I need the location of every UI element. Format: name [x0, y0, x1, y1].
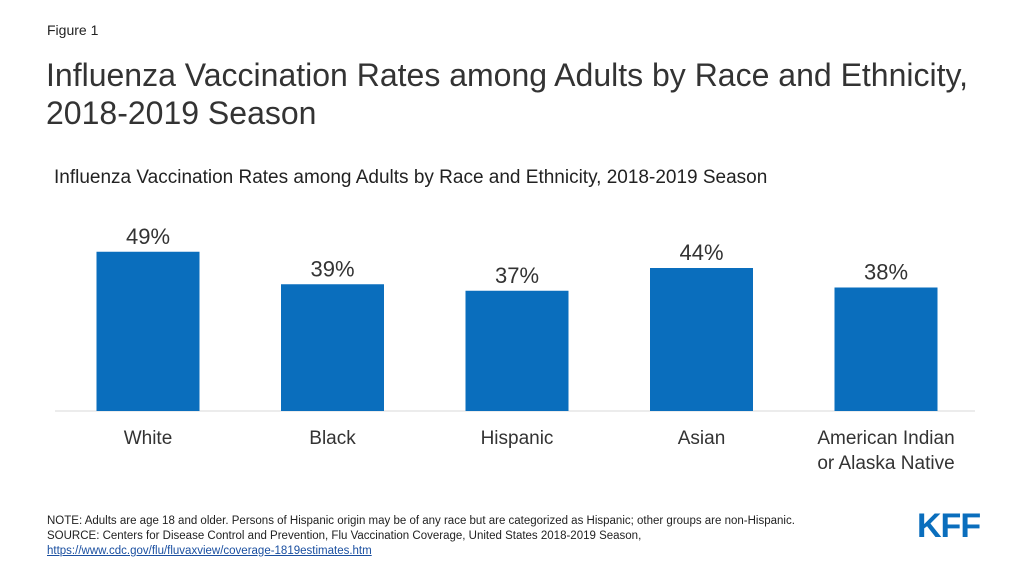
category-label: White [124, 428, 173, 449]
category-label: American Indian or Alaska Native [817, 428, 954, 474]
bar-american-indian-or-alaska-native [834, 287, 938, 411]
category-label: Hispanic [481, 428, 554, 449]
figure-label: Figure 1 [47, 22, 99, 38]
source-link[interactable]: https://www.cdc.gov/flu/fluvaxview/cover… [47, 545, 372, 557]
note-text: NOTE: Adults are age 18 and older. Perso… [47, 515, 795, 527]
data-label: 37% [495, 263, 539, 288]
page-title: Influenza Vaccination Rates among Adults… [46, 57, 969, 131]
bar-black [281, 284, 384, 411]
category-label: Black [309, 428, 356, 449]
data-label: 49% [126, 224, 170, 249]
data-label: 38% [864, 260, 908, 285]
data-label: 44% [679, 240, 723, 265]
category-label: Asian [678, 428, 726, 449]
bar-chart: 49% White 39% Black 37% Hispanic 44% Asian 38% Am… [55, 224, 975, 474]
footnotes: NOTE: Adults are age 18 and older. Perso… [47, 514, 907, 559]
chart-area: Influenza Vaccination Rates among Adults… [0, 155, 1024, 485]
bar-hispanic [465, 290, 569, 411]
bar-asian [650, 268, 753, 411]
chart-title: Influenza Vaccination Rates among Adults… [54, 167, 768, 188]
bar-white [96, 251, 200, 411]
kff-logo: KFF [917, 507, 981, 545]
source-text: SOURCE: Centers for Disease Control and … [47, 530, 642, 542]
data-label: 39% [310, 256, 354, 281]
